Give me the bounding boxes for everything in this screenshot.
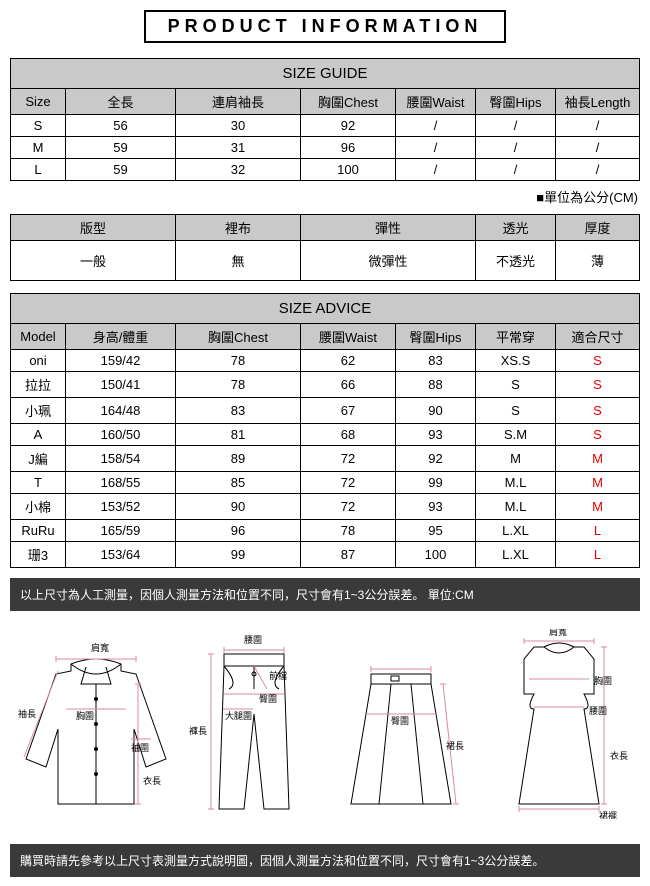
label-shoulder-d: 肩寬	[549, 629, 567, 637]
col-chest2: 胸圍Chest	[176, 324, 301, 350]
col-hips2: 臀圍Hips	[396, 324, 476, 350]
col-hips: 臀圍Hips	[476, 89, 556, 115]
col-usual: 平常穿	[476, 324, 556, 350]
size-guide-header-row: Size 全長 連肩袖長 胸圍Chest 腰圍Waist 臀圍Hips 袖長Le…	[11, 89, 640, 115]
col-model: Model	[11, 324, 66, 350]
table-row: T168/55857299M.LM	[11, 472, 640, 494]
measurement-diagrams: 肩寬 胸圍 袖長 袖圍 衣長 腰圍 前檔 臀圍 大腿圍 褲長	[10, 621, 640, 834]
size-advice-table: SIZE ADVICE Model 身高/體重 胸圍Chest 腰圍Waist …	[10, 293, 640, 568]
advice-header-row: Model 身高/體重 胸圍Chest 腰圍Waist 臀圍Hips 平常穿 適…	[11, 324, 640, 350]
col-fit2: 適合尺寸	[556, 324, 640, 350]
label-front: 前檔	[269, 670, 287, 681]
label-waist-d: 腰圍	[589, 706, 607, 716]
label-chest-d: 胸圍	[594, 675, 612, 686]
size-advice-heading: SIZE ADVICE	[11, 294, 640, 324]
label-hem: 裙襬	[599, 810, 617, 819]
shirt-diagram-icon: 肩寬 胸圍 袖長 袖圍 衣長	[16, 639, 176, 819]
label-shoulder: 肩寬	[91, 642, 109, 653]
dress-diagram-icon: 肩寬 胸圍 腰圍 衣長 裙襬	[484, 629, 634, 819]
label-length: 衣長	[143, 775, 161, 786]
col-waist2: 腰圍Waist	[301, 324, 396, 350]
label-pantlen: 褲長	[189, 725, 207, 736]
col-chest: 胸圍Chest	[301, 89, 396, 115]
col-thick: 厚度	[556, 215, 640, 241]
col-size: Size	[11, 89, 66, 115]
col-stretch: 彈性	[301, 215, 476, 241]
label-cuff: 袖圍	[131, 742, 149, 753]
label-chest: 胸圍	[76, 710, 94, 721]
skirt-diagram-icon: 臀圍 裙長	[331, 659, 471, 819]
label-hip-s: 臀圍	[391, 716, 409, 726]
table-row: L5932100///	[11, 159, 640, 181]
note-bar-1: 以上尺寸為人工測量，因個人測量方法和位置不同，尺寸會有1~3公分誤差。 單位:C…	[10, 578, 640, 611]
label-hip-p: 臀圍	[259, 694, 277, 704]
title-bar: PRODUCT INFORMATION	[0, 0, 650, 58]
col-lining: 裡布	[176, 215, 301, 241]
table-row: 小珮164/48836790SS	[11, 398, 640, 424]
attr-header-row: 版型 裡布 彈性 透光 厚度	[11, 215, 640, 241]
size-guide-heading: SIZE GUIDE	[11, 59, 640, 89]
table-row: 小棉153/52907293M.LM	[11, 494, 640, 520]
table-row: RuRu165/59967895L.XLL	[11, 520, 640, 542]
table-row: S563092///	[11, 115, 640, 137]
table-row: 拉拉150/41786688SS	[11, 372, 640, 398]
table-row: J編158/54897292MM	[11, 446, 640, 472]
attributes-table: 版型 裡布 彈性 透光 厚度 一般 無 微彈性 不透光 薄	[10, 214, 640, 281]
unit-note: ■單位為公分(CM)	[10, 183, 640, 214]
table-row: M593196///	[11, 137, 640, 159]
col-length: 全長	[66, 89, 176, 115]
label-length-d: 衣長	[610, 750, 628, 761]
label-sleeve: 袖長	[18, 708, 36, 719]
col-waist: 腰圍Waist	[396, 89, 476, 115]
label-waist-p: 腰圍	[244, 635, 262, 645]
size-guide-table: SIZE GUIDE Size 全長 連肩袖長 胸圍Chest 腰圍Waist …	[10, 58, 640, 181]
pants-diagram-icon: 腰圍 前檔 臀圍 大腿圍 褲長	[189, 634, 319, 819]
col-hw: 身高/體重	[66, 324, 176, 350]
page-title: PRODUCT INFORMATION	[144, 10, 507, 43]
table-row: A160/50816893S.MS	[11, 424, 640, 446]
col-sleeve: 連肩袖長	[176, 89, 301, 115]
note-bar-2: 購買時請先參考以上尺寸表測量方式說明圖，因個人測量方法和位置不同，尺寸會有1~3…	[10, 844, 640, 877]
label-skirtlen: 裙長	[446, 740, 464, 751]
col-sheer: 透光	[476, 215, 556, 241]
label-thigh: 大腿圍	[225, 710, 252, 721]
table-row: 珊3153/649987100L.XLL	[11, 542, 640, 568]
col-fit: 版型	[11, 215, 176, 241]
table-row: 一般 無 微彈性 不透光 薄	[11, 241, 640, 281]
col-sleevelen: 袖長Length	[556, 89, 640, 115]
table-row: oni159/42786283XS.SS	[11, 350, 640, 372]
